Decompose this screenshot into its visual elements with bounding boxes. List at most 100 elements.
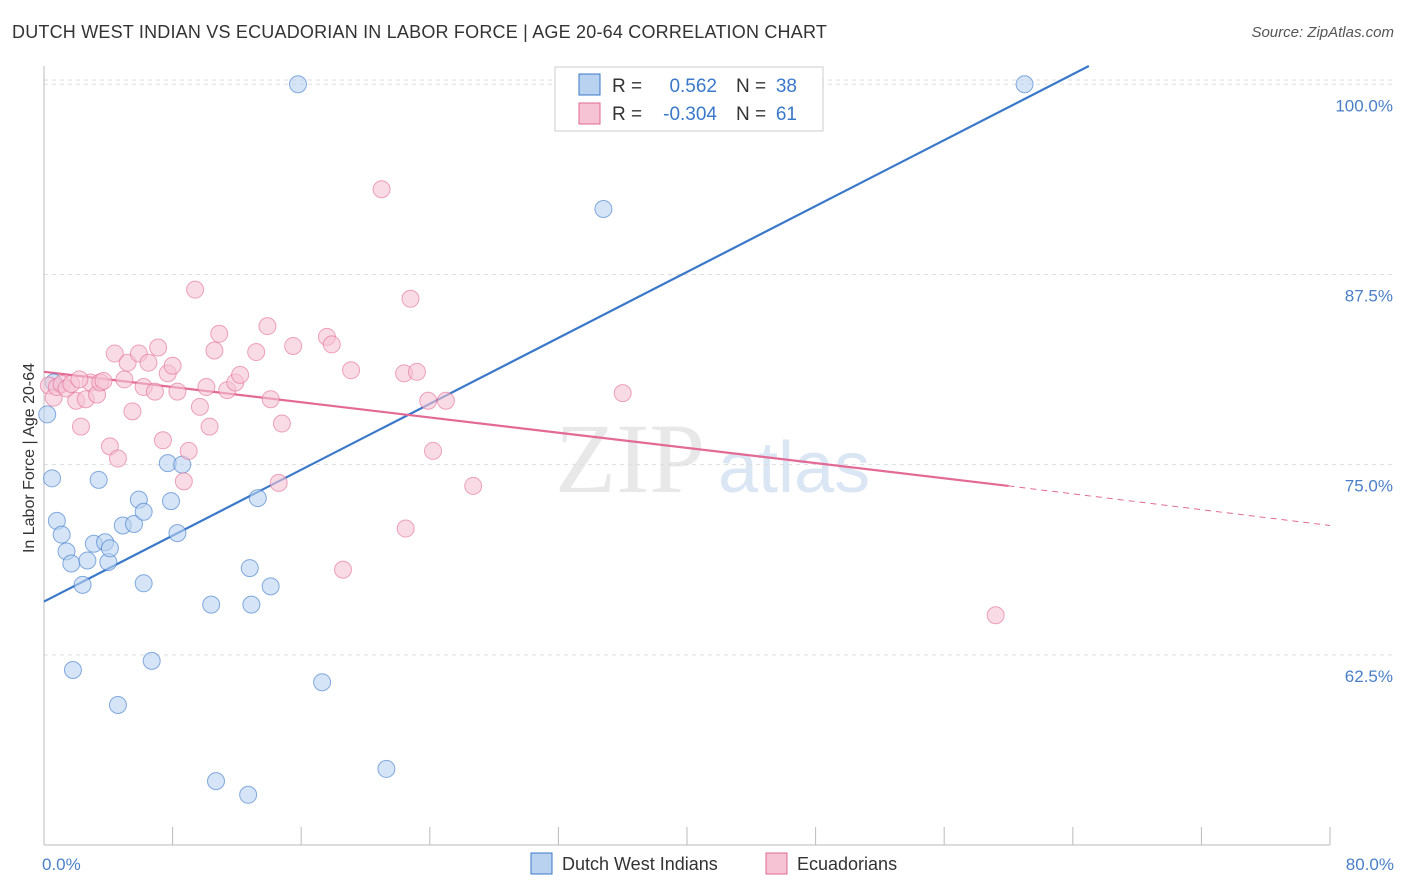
ecuadorian-point-48 [342, 361, 361, 380]
ecuadorian-point-24 [153, 431, 172, 450]
data-points [38, 75, 1034, 804]
x-tick-label-0: 0.0% [42, 855, 81, 874]
ecuadorian-point-22 [145, 382, 164, 401]
dutch-west-indian-point-18 [142, 651, 161, 670]
bottom-legend-swatch-pink [765, 852, 788, 875]
legend-r-label-1: R = [612, 76, 642, 97]
dutch-west-indian-point-20 [161, 492, 180, 511]
dutch-west-indian-point-16 [134, 502, 153, 521]
ecuadorian-point-12 [94, 371, 113, 390]
dutch-west-indian-point-27 [240, 559, 259, 578]
ecuadorian-point-15 [108, 449, 127, 468]
dutch-west-indian-point-34 [1015, 75, 1034, 94]
dutch-west-indian-point-32 [377, 759, 396, 778]
ecuadorian-point-58 [613, 384, 632, 403]
ecuadorian-point-14 [105, 344, 124, 363]
watermark-atlas: atlas [718, 428, 870, 508]
legend-swatch-blue [578, 73, 601, 96]
dutch-west-indian-point-6 [73, 575, 92, 594]
dutch-west-indian-point-23 [202, 595, 221, 614]
ecuadorian-point-49 [372, 180, 391, 199]
ecuadorian-point-16 [115, 370, 134, 389]
bottom-legend-label-pink: Ecuadorians [797, 854, 897, 874]
dutch-west-indian-point-17 [134, 574, 153, 593]
dutch-west-indian-point-29 [261, 577, 280, 596]
ecuadorian-point-29 [179, 441, 198, 460]
ecuadorian-point-59 [986, 606, 1005, 625]
y-tick-label-0: 62.5% [1345, 667, 1393, 686]
dutch-west-indian-point-5 [62, 554, 81, 573]
ecuadorian-point-56 [436, 391, 455, 410]
tick-labels: 62.5% 75.0% 87.5% 100.0% 0.0% 80.0% [42, 96, 1394, 874]
dutch-west-indian-point-9 [89, 470, 108, 489]
dutch-west-indian-point-1 [43, 469, 62, 488]
ecuadorian-point-54 [419, 391, 438, 410]
ecuadorian-point-32 [197, 378, 216, 397]
bottom-legend-swatch-blue [530, 852, 553, 875]
ecuadorian-point-35 [210, 324, 229, 343]
ecuadorian-point-43 [272, 414, 291, 433]
trend-lines [43, 65, 1331, 603]
dutch-west-indian-point-7 [78, 551, 97, 570]
ecuadorian-point-23 [149, 338, 168, 357]
ecuadorian-point-57 [464, 476, 483, 495]
y-tick-label-3: 100.0% [1335, 96, 1393, 115]
legend-r-label-2: R = [612, 104, 642, 125]
dutch-west-indian-point-26 [242, 595, 261, 614]
x-tick-label-1: 80.0% [1346, 855, 1394, 874]
ecuadorian-point-44 [284, 336, 303, 355]
bottom-legend: Dutch West Indians Ecuadorians [530, 852, 897, 875]
dutch-west-indian-point-12 [100, 539, 119, 558]
ecuadorian-point-39 [247, 343, 266, 362]
dutch-west-indian-point-35 [63, 661, 82, 680]
ecuadorian-point-53 [407, 362, 426, 381]
axes [43, 66, 1331, 846]
ecuadorian-point-31 [190, 397, 209, 416]
legend-r-value-2: -0.304 [663, 104, 717, 125]
ecuadorian-point-47 [333, 560, 352, 579]
ecuadorian-point-41 [261, 390, 280, 409]
ecuadorian-point-30 [186, 280, 205, 299]
dutch-west-indian-trend-line [43, 65, 1090, 603]
y-tick-label-2: 87.5% [1345, 286, 1393, 305]
ecuadorian-point-55 [424, 441, 443, 460]
dutch-west-indian-point-31 [313, 673, 332, 692]
watermark-zip: ZIP [555, 403, 705, 514]
ecuadorian-point-60 [70, 370, 89, 389]
dutch-west-indian-point-14 [125, 514, 144, 533]
dutch-west-indian-point-21 [168, 524, 187, 543]
dutch-west-indian-point-0 [38, 405, 57, 424]
ecuadorian-point-33 [200, 417, 219, 436]
ecuadorian-point-52 [401, 289, 420, 308]
legend-n-label-1: N = [736, 76, 766, 97]
source-credit: Source: ZipAtlas.com [1251, 24, 1394, 41]
ecuadorian-point-27 [168, 382, 187, 401]
legend-box: R = 0.562 N = 38 R = -0.304 N = 61 [554, 66, 824, 132]
ecuadorian-point-28 [174, 472, 193, 491]
ecuadorian-point-46 [322, 335, 341, 354]
legend-n-value-1: 38 [776, 76, 797, 97]
dutch-west-indian-point-33 [594, 200, 613, 219]
dutch-west-indian-point-28 [248, 489, 267, 508]
y-tick-label-1: 75.0% [1345, 477, 1393, 496]
legend-n-value-2: 61 [776, 104, 797, 125]
bottom-legend-label-blue: Dutch West Indians [562, 854, 718, 874]
dutch-west-indian-point-25 [239, 785, 258, 804]
y-axis-label: In Labor Force | Age 20-64 [21, 363, 38, 553]
ecuadorian-point-51 [396, 519, 415, 538]
legend-swatch-pink [578, 102, 601, 125]
ecuadorian-trend-extension [1008, 485, 1331, 526]
dutch-west-indian-point-30 [288, 75, 307, 94]
ecuadorian-point-42 [269, 473, 288, 492]
ecuadorian-point-7 [71, 417, 90, 436]
ecuadorian-point-40 [258, 317, 277, 336]
legend-n-label-2: N = [736, 104, 766, 125]
dutch-west-indian-point-24 [207, 772, 226, 791]
ecuadorian-point-34 [205, 341, 224, 360]
ecuadorian-point-18 [123, 402, 142, 421]
ecuadorian-point-38 [231, 365, 250, 384]
ecuadorian-point-21 [139, 353, 158, 372]
ecuadorian-point-26 [163, 356, 182, 375]
dutch-west-indian-point-3 [52, 525, 71, 544]
